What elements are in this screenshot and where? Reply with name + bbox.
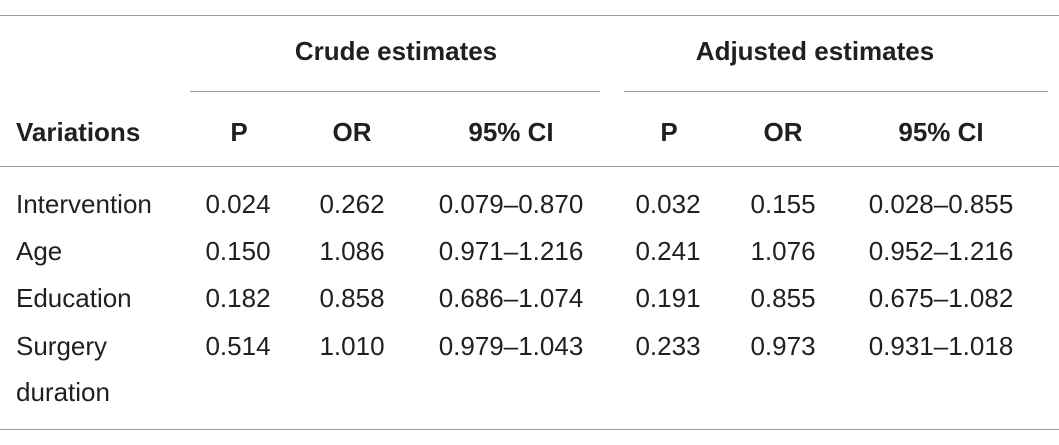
column-header-adjusted-or: OR [763, 117, 803, 147]
row-label-age: Age [16, 236, 63, 266]
column-header-crude-ci: 95% CI [468, 117, 554, 147]
table-cell: 0.979–1.043 [438, 331, 584, 361]
row-label-education: Education [16, 283, 132, 313]
group-header-adjusted: Adjusted estimates [695, 36, 935, 66]
table-cell: 0.973 [750, 331, 816, 361]
group-crude-underline [190, 91, 600, 92]
table-cell: 0.079–0.870 [438, 189, 584, 219]
table-cell: 0.155 [750, 189, 816, 219]
column-header-crude-or: OR [332, 117, 372, 147]
column-header-adjusted-ci: 95% CI [898, 117, 984, 147]
table-cell: 1.076 [750, 236, 816, 266]
table-cell: 0.858 [319, 283, 385, 313]
column-header-variations: Variations [16, 117, 141, 147]
table-bottom-rule [0, 429, 1059, 430]
table-cell: 0.032 [635, 189, 701, 219]
group-header-crude: Crude estimates [294, 36, 498, 66]
column-header-crude-p: P [230, 117, 248, 147]
table-cell: 0.686–1.074 [438, 283, 584, 313]
row-label-intervention: Intervention [16, 189, 152, 219]
table-cell: 0.150 [205, 236, 271, 266]
table-cell: 0.514 [205, 331, 271, 361]
table-cell: 0.931–1.018 [868, 331, 1014, 361]
table-cell: 0.952–1.216 [868, 236, 1014, 266]
table-cell: 1.086 [319, 236, 385, 266]
table-cell: 1.010 [319, 331, 385, 361]
table-cell: 0.028–0.855 [868, 189, 1014, 219]
row-label-surgery: Surgery [16, 331, 108, 361]
table-cell: 0.191 [635, 283, 701, 313]
header-bottom-rule [0, 166, 1059, 167]
table-cell: 0.233 [635, 331, 701, 361]
table-cell: 0.675–1.082 [868, 283, 1014, 313]
group-adjusted-underline [624, 91, 1048, 92]
column-header-adjusted-p: P [660, 117, 678, 147]
table-cell: 0.262 [319, 189, 385, 219]
table-cell: 0.971–1.216 [438, 236, 584, 266]
table-cell: 0.855 [750, 283, 816, 313]
table-cell: 0.182 [205, 283, 271, 313]
table-cell: 0.241 [635, 236, 701, 266]
table-cell: 0.024 [205, 189, 271, 219]
table-top-rule [0, 15, 1059, 16]
row-label-surgery-cont: duration [16, 377, 110, 407]
